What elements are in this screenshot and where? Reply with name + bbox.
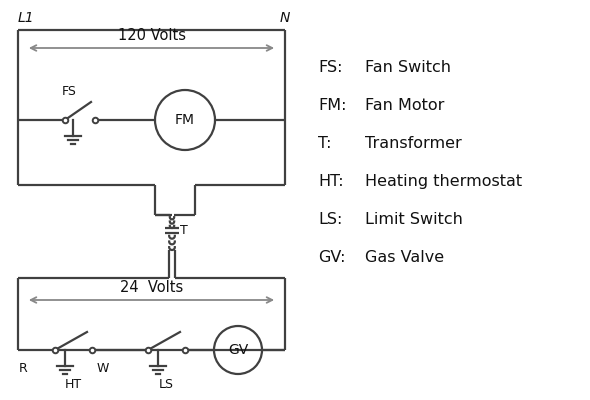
Text: FS: FS — [61, 85, 77, 98]
Text: GV:: GV: — [318, 250, 346, 265]
Text: LS: LS — [159, 378, 174, 391]
Text: GV: GV — [228, 343, 248, 357]
Text: Gas Valve: Gas Valve — [365, 250, 444, 265]
Text: FS:: FS: — [318, 60, 343, 75]
Text: FM: FM — [175, 113, 195, 127]
Text: N: N — [280, 11, 290, 25]
Text: Fan Motor: Fan Motor — [365, 98, 444, 113]
Text: FM:: FM: — [318, 98, 346, 113]
Text: HT:: HT: — [318, 174, 343, 189]
Text: W: W — [97, 362, 109, 375]
Text: 24  Volts: 24 Volts — [120, 280, 183, 295]
Text: T: T — [180, 224, 188, 238]
Text: T:: T: — [318, 136, 332, 151]
Text: Heating thermostat: Heating thermostat — [365, 174, 522, 189]
Text: Transformer: Transformer — [365, 136, 462, 151]
Text: 120 Volts: 120 Volts — [117, 28, 185, 43]
Text: L1: L1 — [18, 11, 35, 25]
Text: R: R — [19, 362, 27, 375]
Text: Fan Switch: Fan Switch — [365, 60, 451, 75]
Text: HT: HT — [65, 378, 82, 391]
Text: Limit Switch: Limit Switch — [365, 212, 463, 227]
Text: LS:: LS: — [318, 212, 342, 227]
